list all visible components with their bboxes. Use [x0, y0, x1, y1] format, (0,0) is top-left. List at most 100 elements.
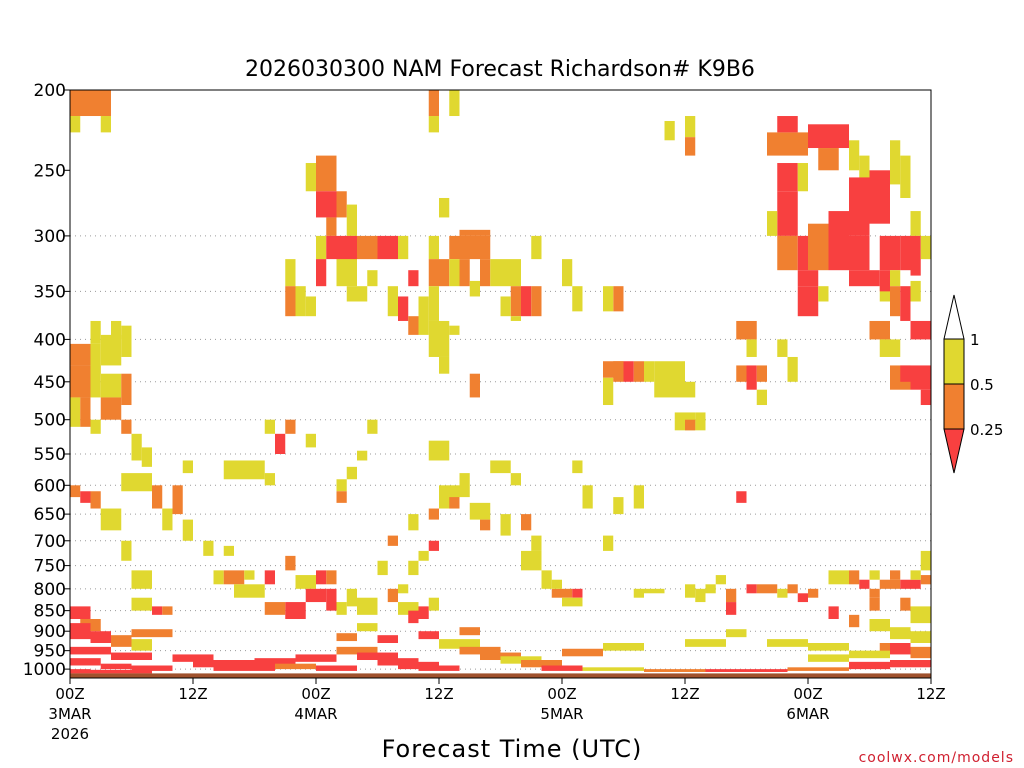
- heatmap-cell: [418, 550, 429, 561]
- heatmap-cell: [900, 365, 911, 382]
- heatmap-cell: [305, 433, 316, 448]
- heatmap-cell: [111, 635, 132, 647]
- heatmap-cell: [357, 652, 398, 661]
- heatmap-cell: [295, 575, 316, 589]
- heatmap-cell: [346, 286, 368, 302]
- heatmap-cell: [459, 259, 470, 287]
- heatmap-cell: [90, 419, 101, 434]
- heatmap-cell: [408, 270, 419, 287]
- heatmap-cell: [490, 460, 511, 474]
- heatmap-cell: [100, 334, 122, 366]
- heatmap-cell: [808, 124, 849, 149]
- x-tick-date: 5MAR: [540, 705, 583, 723]
- heatmap-cell: [849, 614, 860, 628]
- heatmap-cell: [777, 116, 798, 133]
- heatmap-cell: [849, 270, 880, 287]
- heatmap-cell: [541, 570, 552, 589]
- heatmap-cell: [664, 121, 675, 141]
- heatmap-cells: [70, 90, 931, 674]
- y-tick-label-750: 750: [34, 557, 66, 577]
- heatmap-cell: [459, 627, 480, 636]
- heatmap-cell: [869, 170, 890, 224]
- heatmap-cell: [859, 579, 870, 589]
- heatmap-cell: [223, 460, 265, 480]
- heatmap-cell: [387, 535, 398, 546]
- heatmap-cell: [428, 508, 439, 520]
- legend-swatch-bottom: [943, 428, 965, 474]
- heatmap-cell: [439, 639, 480, 649]
- heatmap-cell: [377, 658, 419, 666]
- heatmap-cell: [510, 316, 521, 321]
- y-tick-label-650: 650: [34, 505, 66, 525]
- heatmap-cell: [879, 579, 901, 589]
- y-tick-label-350: 350: [34, 282, 66, 302]
- heatmap-cell: [582, 667, 644, 671]
- heatmap-cell: [428, 597, 439, 611]
- heatmap-cell: [121, 473, 152, 492]
- heatmap-cell: [910, 211, 921, 236]
- heatmap-cell: [346, 466, 357, 480]
- heatmap-cell: [100, 116, 111, 133]
- heatmap-cell: [223, 545, 234, 556]
- heatmap-cell: [521, 514, 532, 531]
- heatmap-cell: [398, 584, 409, 594]
- y-tick-label-800: 800: [34, 580, 66, 600]
- heatmap-cell: [562, 648, 603, 657]
- x-tick-label: 12Z: [916, 685, 945, 703]
- heatmap-cell: [736, 491, 747, 503]
- heatmap-cell: [777, 191, 798, 236]
- heatmap-cell: [357, 623, 378, 632]
- heatmap-cell: [777, 163, 798, 192]
- heatmap-cell: [346, 204, 357, 236]
- heatmap-cell: [623, 361, 634, 382]
- heatmap-cell: [787, 356, 798, 382]
- heatmap-cell: [562, 259, 573, 287]
- y-tick-label-550: 550: [34, 445, 66, 465]
- heatmap-cell: [490, 259, 501, 287]
- heatmap-cell: [162, 508, 173, 531]
- heatmap-cell: [326, 235, 337, 260]
- heatmap-cell: [879, 643, 890, 655]
- x-tick-year: 2026: [51, 725, 89, 743]
- heatmap-cell: [879, 270, 890, 292]
- y-tick-label-450: 450: [34, 373, 66, 393]
- y-tick-label-300: 300: [34, 227, 66, 247]
- heatmap-cell: [726, 602, 737, 615]
- heatmap-cell: [131, 570, 152, 589]
- heatmap-cell: [797, 270, 819, 287]
- heatmap-cell: [613, 286, 624, 312]
- heatmap-cell: [654, 361, 685, 398]
- heatmap-cell: [439, 356, 450, 374]
- heatmap-cell: [808, 223, 829, 271]
- heatmap-cell: [131, 597, 152, 611]
- heatmap-cell: [285, 555, 296, 571]
- heatmap-cell: [131, 433, 142, 461]
- heatmap-cell: [285, 259, 296, 287]
- heatmap-cell: [428, 90, 439, 117]
- heatmap-cell: [910, 280, 921, 302]
- heatmap-cell: [193, 660, 255, 668]
- heatmap-cell: [449, 259, 460, 287]
- heatmap-cell: [890, 643, 911, 655]
- heatmap-cell: [500, 259, 521, 287]
- heatmap-cell: [910, 570, 921, 580]
- heatmap-cell: [80, 397, 91, 427]
- heatmap-cell: [726, 588, 737, 603]
- heatmap-cell: [336, 259, 357, 287]
- heatmap-cell: [767, 211, 778, 236]
- heatmap-cell: [695, 588, 706, 603]
- heatmap-cell: [428, 540, 439, 551]
- heatmap-cell: [418, 665, 460, 671]
- heatmap-cell: [869, 619, 890, 632]
- x-tick-date: 3MAR: [48, 705, 91, 723]
- heatmap-cell: [603, 643, 644, 651]
- heatmap-cell: [264, 419, 275, 434]
- heatmap-cell: [336, 191, 347, 218]
- heatmap-cell: [152, 485, 163, 509]
- heatmap-cell: [777, 339, 788, 357]
- legend-label: 0.5: [970, 376, 994, 394]
- heatmap-cell: [500, 296, 511, 317]
- heatmap-cell: [849, 177, 870, 236]
- heatmap-cell: [828, 570, 849, 585]
- heatmap-cell: [849, 650, 890, 659]
